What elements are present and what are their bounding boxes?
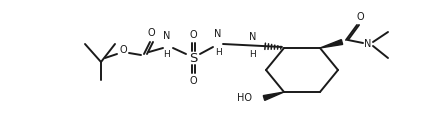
Text: H: H <box>215 48 221 57</box>
Text: O: O <box>119 45 127 55</box>
Text: N: N <box>163 31 171 41</box>
Text: N: N <box>214 29 222 39</box>
Text: O: O <box>356 12 364 22</box>
Text: H: H <box>250 50 257 59</box>
Text: N: N <box>249 32 257 42</box>
Polygon shape <box>320 40 343 48</box>
Text: HO: HO <box>237 93 252 103</box>
Polygon shape <box>263 92 284 100</box>
Text: O: O <box>189 76 197 86</box>
Text: S: S <box>189 51 197 64</box>
Text: O: O <box>189 30 197 40</box>
Text: H: H <box>164 50 170 59</box>
Text: O: O <box>147 28 155 38</box>
Text: N: N <box>364 39 372 49</box>
